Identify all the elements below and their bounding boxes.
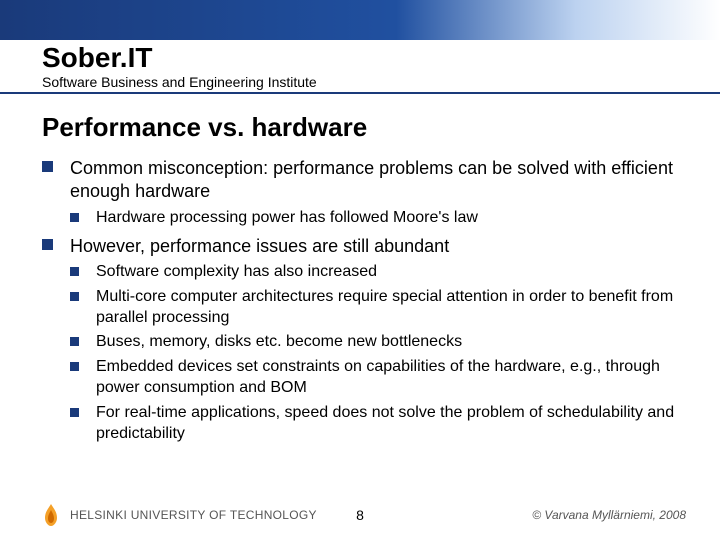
footer-page-number: 8 bbox=[356, 507, 364, 523]
subbullet-text: Hardware processing power has followed M… bbox=[96, 209, 478, 226]
subbullet-item: For real-time applications, speed does n… bbox=[70, 403, 686, 445]
slide-title: Performance vs. hardware bbox=[0, 94, 720, 157]
subbullet-text: For real-time applications, speed does n… bbox=[96, 404, 674, 442]
bullet-item: However, performance issues are still ab… bbox=[42, 235, 686, 445]
footer: HELSINKI UNIVERSITY OF TECHNOLOGY 8 © Va… bbox=[0, 504, 720, 526]
footer-institution: HELSINKI UNIVERSITY OF TECHNOLOGY bbox=[70, 508, 317, 522]
header-gradient-bar bbox=[0, 0, 720, 40]
subbullet-item: Buses, memory, disks etc. become new bot… bbox=[70, 332, 686, 353]
brand-subtitle: Software Business and Engineering Instit… bbox=[0, 74, 720, 94]
footer-copyright: © Varvana Myllärniemi, 2008 bbox=[532, 508, 686, 522]
brand-title: Sober.IT bbox=[0, 40, 720, 74]
flame-logo-icon bbox=[42, 504, 60, 526]
subbullet-item: Embedded devices set constraints on capa… bbox=[70, 357, 686, 399]
subbullet-text: Embedded devices set constraints on capa… bbox=[96, 358, 660, 396]
subbullet-item: Software complexity has also increased bbox=[70, 262, 686, 283]
bullet-text: However, performance issues are still ab… bbox=[70, 236, 449, 256]
subbullet-text: Buses, memory, disks etc. become new bot… bbox=[96, 333, 462, 350]
subbullet-item: Hardware processing power has followed M… bbox=[70, 208, 686, 229]
slide-content: Common misconception: performance proble… bbox=[0, 157, 720, 444]
bullet-item: Common misconception: performance proble… bbox=[42, 157, 686, 229]
subbullet-text: Software complexity has also increased bbox=[96, 263, 377, 280]
subbullet-item: Multi-core computer architectures requir… bbox=[70, 287, 686, 329]
subbullet-text: Multi-core computer architectures requir… bbox=[96, 288, 673, 326]
bullet-text: Common misconception: performance proble… bbox=[70, 158, 673, 201]
